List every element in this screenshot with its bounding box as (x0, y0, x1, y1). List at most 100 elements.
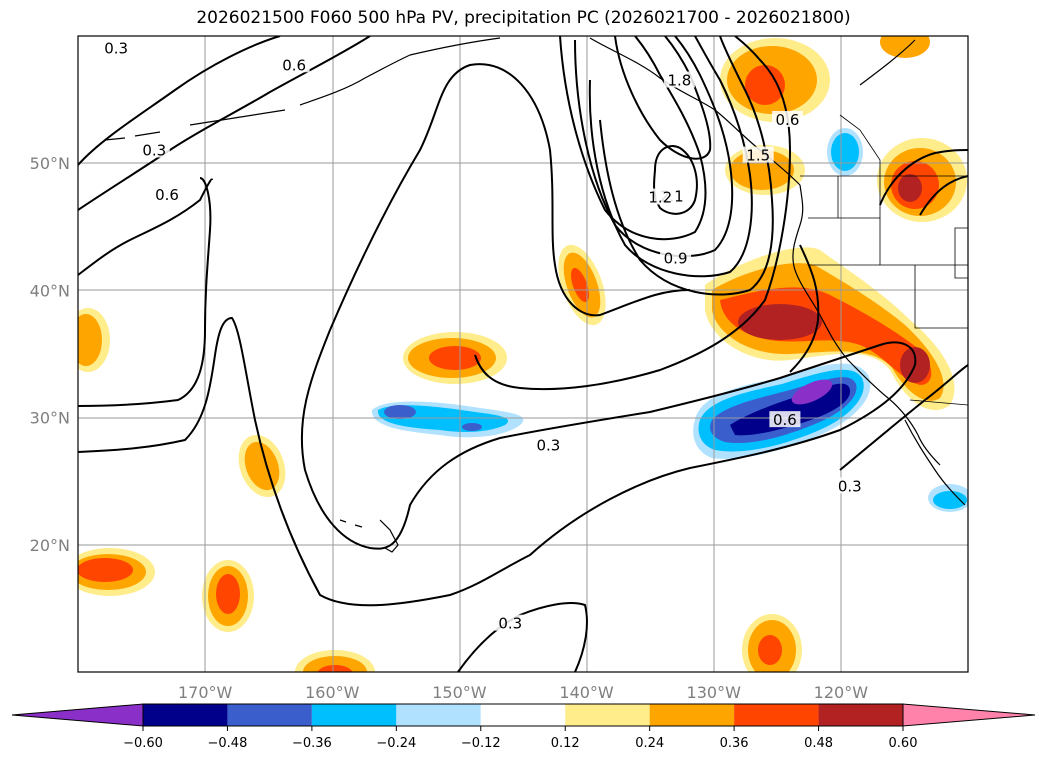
longitude-tick-label: 170°W (178, 683, 233, 702)
contour-label: 1.8 (667, 72, 691, 90)
pv-contour-line (78, 63, 917, 607)
colorbar-segment (311, 704, 397, 726)
contour-label-background (138, 141, 170, 158)
colorbar-segment (480, 704, 566, 726)
pv-contour-line (879, 149, 968, 206)
precip-blob (429, 346, 481, 370)
map-area: 0.30.60.30.61.80.61.52.11.20.90.30.60.30… (78, 36, 968, 672)
precip-blob (317, 665, 353, 672)
colorbar-segment (143, 704, 228, 726)
contour-label-background (532, 436, 564, 453)
colorbar: −0.60 −0.48 −0.36 −0.24 −0.12 0.12 0.24 0.36 0.4… (11, 703, 1036, 751)
longitude-tick-label: 120°W (814, 683, 869, 702)
latitude-tick-label: 40°N (30, 281, 70, 300)
border-line (839, 114, 881, 176)
longitude-labels: 170°W 160°W 150°W 140°W 130°W 120°W (178, 683, 868, 702)
pv-contour-line (588, 36, 753, 278)
pv-contour-line (614, 36, 712, 160)
colorbar-tick-label: 0.24 (635, 736, 664, 751)
latitude-tick-label: 20°N (30, 536, 70, 555)
contour-label: 0.3 (838, 477, 862, 495)
colorbar-segment (396, 704, 481, 726)
contour-label-background (660, 249, 692, 266)
gridlines (78, 36, 968, 672)
colorbar-segment (565, 704, 650, 726)
contour-label-background (742, 146, 774, 163)
precip-blob (791, 379, 833, 405)
precip-blob (570, 267, 590, 303)
chart-title: 2026021500 F060 500 hPa PV, precipitatio… (196, 8, 851, 28)
coastline (379, 519, 399, 553)
coastline (104, 131, 161, 141)
colorbar-segment (649, 704, 735, 726)
pv-contours (78, 36, 968, 672)
longitude-tick-label: 140°W (559, 683, 614, 702)
latitude-labels: 20°N 30°N 40°N 50°N (30, 154, 70, 555)
contour-label: 0.6 (282, 56, 306, 74)
precip-blob (898, 174, 922, 202)
pv-contour-line (599, 36, 774, 296)
colorbar-segment (227, 704, 312, 726)
coastline (792, 184, 919, 436)
precip-blob (745, 65, 785, 105)
pv-contour-line (789, 244, 820, 373)
precip-blob (933, 491, 967, 509)
contour-label: 0.9 (664, 250, 688, 268)
coastline (189, 109, 286, 126)
border-line (909, 399, 968, 406)
contour-label: 0.3 (142, 141, 166, 159)
precip-blob (738, 304, 822, 340)
border-line (954, 227, 968, 279)
coastline (917, 434, 941, 466)
colorbar-extend-max (902, 703, 1036, 727)
colorbar-tick-label: 0.36 (720, 736, 749, 751)
colorbar-tick-label: 0.12 (551, 736, 580, 751)
longitude-tick-label: 150°W (432, 683, 487, 702)
pv-contour-line (919, 175, 968, 216)
latitude-tick-label: 30°N (30, 409, 70, 428)
colorbar-tick-label: 0.48 (804, 736, 833, 751)
precip-blob (880, 36, 930, 58)
precip-blob (78, 558, 133, 582)
longitude-tick-label: 160°W (305, 683, 360, 702)
contour-label-background (494, 614, 526, 631)
colorbar-segment (818, 704, 903, 726)
colorbar-tick-label: −0.36 (292, 736, 332, 751)
colorbar-segment (734, 704, 819, 726)
contour-label: 0.6 (776, 111, 800, 129)
coastline (904, 419, 966, 506)
border-line (914, 265, 968, 329)
borders (800, 114, 968, 406)
colorbar-frame (142, 703, 904, 727)
precip-blob (758, 635, 782, 665)
map-frame (77, 35, 969, 673)
contour-label: 0.3 (498, 615, 522, 633)
pv-contour-line (574, 36, 734, 258)
pv-contour-line (457, 602, 588, 672)
latitude-tick-label: 50°N (30, 154, 70, 173)
precip-blob (462, 423, 482, 431)
contour-label-background (100, 39, 132, 56)
coastline (409, 37, 501, 56)
contour-label: 0.6 (155, 186, 179, 204)
border-line (808, 217, 968, 266)
contour-label: 0.6 (773, 411, 797, 429)
colorbar-tick-label: −0.48 (208, 736, 248, 751)
contour-label-background (769, 411, 801, 428)
pv-contour-line (78, 177, 212, 407)
contour-label: 1.2 (648, 189, 672, 207)
contour-label: 1.5 (746, 147, 770, 165)
coastline (859, 39, 916, 86)
pv-contour-line (78, 36, 281, 166)
pv-contour-line (559, 36, 707, 241)
contour-label-background (151, 186, 183, 202)
contour-label: 0.3 (536, 437, 560, 455)
contour-label-background (771, 110, 803, 127)
contour-label-background (278, 56, 310, 73)
pv-contour-line (78, 178, 213, 276)
contour-label-background (644, 188, 676, 205)
contour-label-background (834, 477, 866, 494)
longitude-tick-label: 130°W (687, 683, 742, 702)
coastline (299, 54, 411, 106)
contour-label: 0.3 (104, 40, 128, 58)
